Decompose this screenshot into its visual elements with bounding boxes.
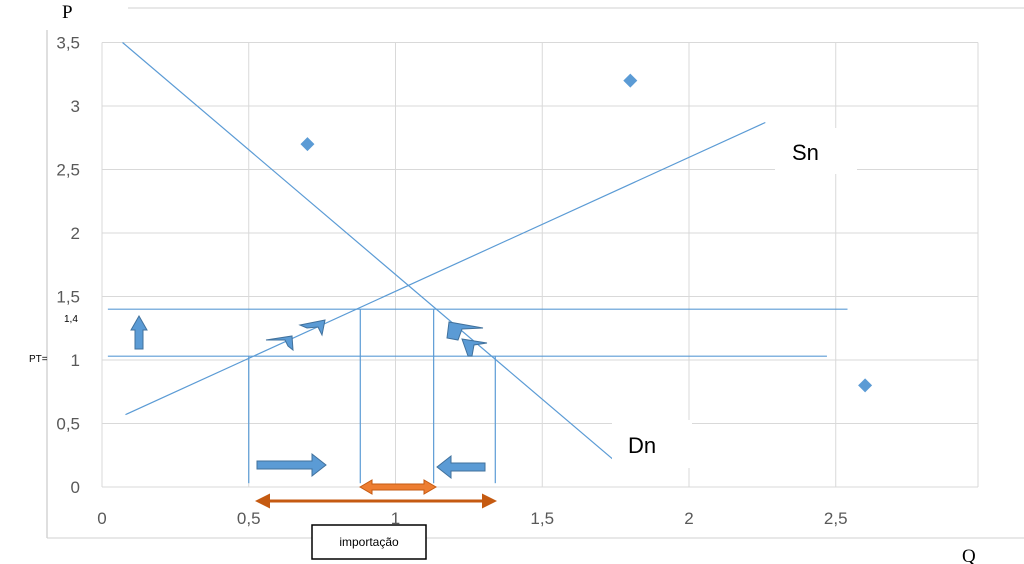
data-point	[623, 73, 638, 88]
sn-curve	[125, 121, 766, 416]
left-arrow-icon	[436, 454, 486, 480]
y-tick-label: 1,5	[56, 288, 80, 307]
gridlines	[101, 42, 979, 488]
data-point	[300, 137, 315, 152]
y-tick-label: 0,5	[56, 415, 80, 434]
price-label-high: 1,4	[64, 314, 78, 325]
x-tick-label: 2,5	[824, 509, 848, 528]
x-tick-label: 0,5	[237, 509, 261, 528]
quantity-lines	[248, 309, 496, 484]
demand-chevron-upper-icon	[446, 321, 484, 341]
demand-chevron-lower-icon	[461, 338, 488, 357]
data-point	[858, 378, 873, 393]
dn-curve	[122, 42, 617, 463]
x-tick-label: 0	[97, 509, 106, 528]
x-tick-label: 1,5	[530, 509, 554, 528]
x-tick-label: 2	[684, 509, 693, 528]
price-label-low: PT=	[29, 354, 48, 365]
y-tick-label: 1	[71, 351, 80, 370]
y-tick-labels: 0 0,5 1 1,5 2 2,5 3 3,5	[56, 34, 80, 498]
x-tick-labels: 0 0,5 1 1,5 2 2,5	[97, 509, 847, 528]
y-tick-label: 3	[71, 97, 80, 116]
price-label-backdrop	[48, 310, 88, 328]
import-label: importação	[339, 535, 399, 549]
y-axis-title: P	[62, 2, 73, 23]
y-tick-label: 2,5	[56, 161, 80, 180]
sn-label-backdrop	[775, 128, 857, 174]
curves	[122, 42, 766, 463]
price-lines	[107, 308, 848, 357]
up-arrow-icon	[130, 314, 148, 350]
import-small-double-arrow-icon	[359, 479, 437, 495]
supply-chevron-lower-icon	[265, 335, 294, 352]
x-axis-title: Q	[962, 546, 976, 564]
right-arrow-icon	[256, 452, 327, 478]
data-points	[300, 73, 873, 393]
demand-curve-label: Dn	[628, 433, 656, 458]
supply-chevron-upper-icon	[298, 319, 326, 337]
y-tick-label: 0	[71, 478, 80, 497]
dn-label-backdrop	[612, 420, 692, 468]
y-tick-label: 3,5	[56, 34, 80, 53]
supply-curve-label: Sn	[792, 140, 819, 165]
import-label-box: importação	[311, 524, 427, 560]
y-tick-label: 2	[71, 224, 80, 243]
x-tick-label: 1	[391, 509, 400, 528]
